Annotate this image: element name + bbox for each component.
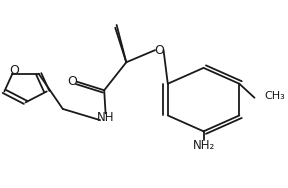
Text: O: O: [154, 44, 164, 57]
Text: NH₂: NH₂: [192, 139, 215, 152]
Text: O: O: [9, 64, 19, 77]
Text: CH₃: CH₃: [264, 91, 285, 101]
Text: O: O: [67, 75, 77, 88]
Text: NH: NH: [97, 111, 114, 124]
